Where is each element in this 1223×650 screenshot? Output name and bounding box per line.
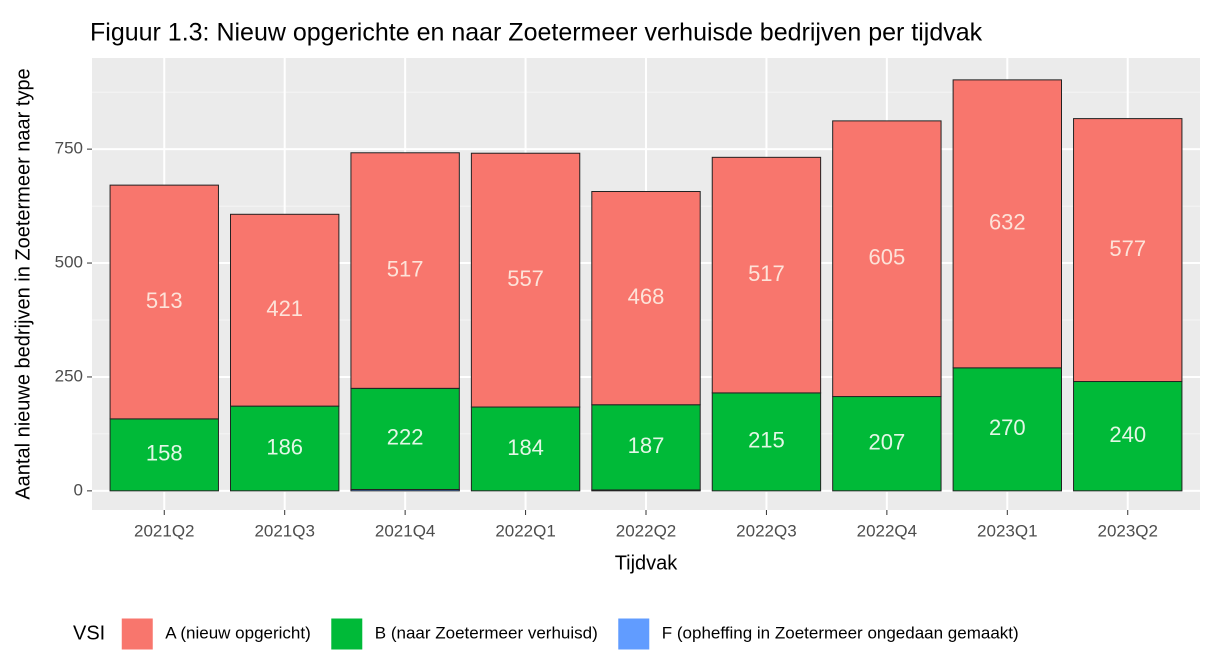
data-label: 517 xyxy=(387,256,424,281)
y-tick-label: 500 xyxy=(55,253,83,272)
bar-segment xyxy=(832,396,942,492)
data-label: 215 xyxy=(748,428,785,453)
x-tick-label: 2023Q2 xyxy=(1097,521,1158,540)
data-label: 184 xyxy=(507,435,544,460)
y-tick-label: 750 xyxy=(55,139,83,158)
bar-segment xyxy=(470,406,581,492)
bar-segment xyxy=(711,156,822,394)
bar-segment xyxy=(350,387,460,490)
data-label: 207 xyxy=(869,430,906,455)
legend-label: F (opheffing in Zoetermeer ongedaan gema… xyxy=(662,623,1019,642)
bar-segment xyxy=(230,213,340,407)
bar-segment xyxy=(952,367,1063,492)
data-label: 187 xyxy=(628,433,665,458)
legend-key xyxy=(120,617,154,650)
legend-key xyxy=(617,617,651,650)
data-label: 158 xyxy=(146,441,183,466)
bar-segment xyxy=(470,152,581,408)
data-label: 513 xyxy=(146,288,183,313)
data-label: 186 xyxy=(266,434,303,459)
data-label: 577 xyxy=(1109,236,1146,261)
x-tick-label: 2021Q3 xyxy=(254,521,315,540)
y-tick-label: 0 xyxy=(74,480,83,499)
data-label: 421 xyxy=(266,296,303,321)
data-label: 222 xyxy=(387,425,424,450)
legend-label: B (naar Zoetermeer verhuisd) xyxy=(375,623,598,642)
legend-title: VSI xyxy=(73,622,105,644)
x-axis-title: Tijdvak xyxy=(615,552,679,574)
bar-segment xyxy=(591,191,701,406)
bar-segment xyxy=(230,405,340,492)
bar-segment xyxy=(591,404,701,491)
y-axis-title: Aantal nieuwe bedrijven in Zoetermeer na… xyxy=(12,68,34,499)
y-tick-label: 250 xyxy=(55,366,83,385)
x-tick-label: 2022Q1 xyxy=(495,521,556,540)
x-tick-label: 2022Q2 xyxy=(616,521,677,540)
bar-segment xyxy=(832,120,942,398)
x-tick-label: 2021Q2 xyxy=(134,521,195,540)
bar-segment xyxy=(1073,118,1183,383)
data-label: 240 xyxy=(1109,422,1146,447)
bar-segment xyxy=(109,184,219,420)
data-label: 270 xyxy=(989,415,1026,440)
data-label: 557 xyxy=(507,266,544,291)
x-tick-label: 2022Q4 xyxy=(857,521,918,540)
legend-key xyxy=(330,617,364,650)
x-tick-label: 2021Q4 xyxy=(375,521,436,540)
x-tick-label: 2023Q1 xyxy=(977,521,1038,540)
bar-segment xyxy=(350,152,460,389)
data-label: 468 xyxy=(628,284,665,309)
chart-title: Figuur 1.3: Nieuw opgerichte en naar Zoe… xyxy=(90,19,983,47)
legend-label: A (nieuw opgericht) xyxy=(165,623,311,642)
bar-segment xyxy=(952,79,1063,369)
data-label: 605 xyxy=(869,245,906,270)
x-tick-label: 2022Q3 xyxy=(736,521,797,540)
data-label: 632 xyxy=(989,210,1026,235)
bar-segment xyxy=(109,418,219,492)
data-label: 517 xyxy=(748,261,785,286)
